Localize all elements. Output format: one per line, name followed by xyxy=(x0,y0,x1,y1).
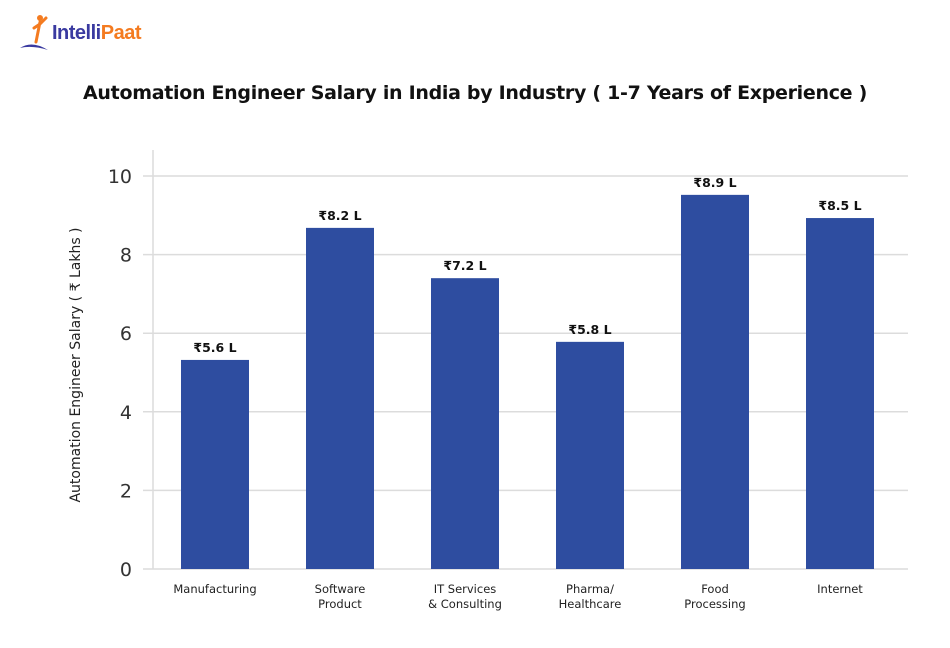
data-label: ₹8.5 L xyxy=(818,198,861,213)
data-label: ₹8.2 L xyxy=(318,208,361,223)
data-label: ₹5.8 L xyxy=(568,322,611,337)
y-tick-label: 6 xyxy=(120,323,132,345)
x-tick-label: & Consulting xyxy=(428,597,502,611)
data-label: ₹5.6 L xyxy=(193,340,236,355)
logo-figure-icon xyxy=(20,15,48,50)
x-tick-label: Manufacturing xyxy=(173,582,256,596)
x-tick-label: Internet xyxy=(817,582,863,596)
y-tick-label: 0 xyxy=(120,559,132,581)
y-axis-label: Automation Engineer Salary ( ₹ Lakhs ) xyxy=(68,227,84,502)
bar xyxy=(806,218,874,569)
bar xyxy=(556,341,624,569)
x-tick-label: IT Services xyxy=(434,582,497,596)
logo-text-intelli: Intelli xyxy=(52,22,101,44)
y-tick-label: 2 xyxy=(120,480,132,502)
x-tick-label: Pharma/ xyxy=(566,582,614,596)
bar xyxy=(681,194,749,569)
bar xyxy=(431,278,499,569)
data-label: ₹7.2 L xyxy=(443,258,486,273)
y-tick-label: 10 xyxy=(108,166,132,188)
y-tick-label: 8 xyxy=(120,245,132,267)
x-tick-label: Processing xyxy=(684,597,745,611)
bar xyxy=(181,359,249,569)
data-label: ₹8.9 L xyxy=(693,175,736,190)
intellipaat-logo: IntelliPaat xyxy=(18,12,141,56)
y-tick-label: 4 xyxy=(120,402,132,424)
x-tick-label: Software xyxy=(315,582,366,596)
x-tick-label: Food xyxy=(701,582,729,596)
chart-title: Automation Engineer Salary in India by I… xyxy=(83,82,867,104)
logo-text-paat: Paat xyxy=(100,22,142,44)
x-tick-label: Healthcare xyxy=(559,597,622,611)
bar xyxy=(306,227,374,569)
x-tick-label: Product xyxy=(318,597,362,611)
